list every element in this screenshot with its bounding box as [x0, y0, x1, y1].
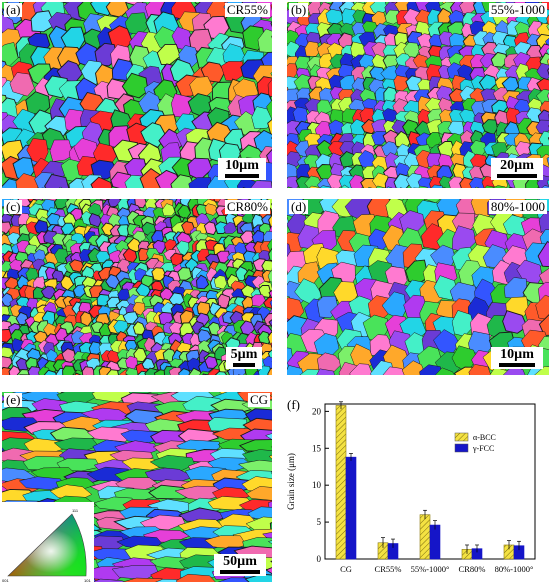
panel-title-a: CR55% — [224, 2, 270, 17]
ipf-label-101: 101 — [84, 578, 91, 582]
ipf-triangle-icon: 001 101 111 — [2, 508, 91, 582]
panel-label-a: (a) — [4, 2, 23, 17]
panel-title-d: 80%-1000 — [488, 199, 547, 214]
bar-fcc-2 — [429, 524, 441, 560]
scale-label-e: 50µm — [223, 554, 257, 569]
ipf-label-111: 111 — [72, 508, 79, 513]
scale-label-b: 20µm — [500, 158, 534, 173]
legend-swatch-1 — [454, 443, 469, 453]
scale-line-c — [233, 363, 255, 367]
panel-label-c: (c) — [4, 199, 23, 214]
x-tick-label-2: 55%-1000° — [411, 564, 450, 574]
y-tick-label-20: 20 — [312, 406, 322, 416]
panel-title-b: 55%-1000 — [488, 2, 547, 17]
panel-label-f: (f) — [287, 397, 300, 412]
x-tick-label-4: 80%-1000° — [495, 564, 534, 574]
y-axis-label: Grain size (μm) — [286, 453, 296, 510]
scale-line-a — [225, 174, 259, 178]
y-tick-label-10: 10 — [312, 480, 322, 490]
panel-title-e: CG — [247, 392, 270, 407]
scale-label-c: 5µm — [230, 347, 258, 362]
scale-line-d — [499, 363, 535, 367]
bar-fcc-0 — [345, 456, 357, 560]
legend-swatch-0 — [454, 432, 469, 442]
y-tick-label-0: 0 — [317, 554, 322, 564]
scale-label-d: 10µm — [500, 347, 534, 362]
ipf-color-key: 001 101 111 — [2, 502, 94, 582]
scale-bar-b: 20µm — [491, 158, 543, 180]
scale-label-a: 10µm — [225, 158, 259, 173]
ebsd-map-cr55: (a) CR55% 10µm — [2, 2, 272, 188]
scale-line-e — [220, 570, 260, 574]
x-tick-label-3: CR80% — [459, 564, 486, 574]
scale-bar-a: 10µm — [218, 158, 266, 180]
scale-bar-d: 10µm — [491, 347, 543, 369]
legend-label-1: γ-FCC — [472, 444, 494, 453]
bar-bcc-0 — [335, 405, 347, 560]
x-tick-label-1: CR55% — [375, 564, 402, 574]
ebsd-map-80-1000: (d) 80%-1000 10µm — [287, 199, 549, 375]
panel-label-d: (d) — [289, 199, 309, 214]
ebsd-grain-map-d — [287, 199, 549, 375]
ebsd-map-cr80: (c) CR80% 5µm — [2, 199, 272, 375]
x-tick-label-0: CG — [340, 564, 352, 574]
legend-label-0: α-BCC — [473, 433, 496, 442]
panel-label-e: (e) — [4, 392, 23, 407]
ebsd-grain-map-a — [2, 2, 272, 188]
panel-label-b: (b) — [289, 2, 309, 17]
scale-line-b — [497, 174, 537, 178]
scale-bar-e: 50µm — [214, 554, 266, 576]
y-tick-label-5: 5 — [317, 517, 322, 527]
ipf-label-001: 001 — [2, 578, 9, 582]
y-tick-label-15: 15 — [312, 443, 322, 453]
grain-size-bar-chart: 0 5 10 15 20 Grain size (μm) CG CR55% 55%-1000° C… — [286, 401, 536, 574]
scale-bar-c: 5µm — [226, 347, 262, 369]
ebsd-grain-map-c — [2, 199, 272, 375]
bar-bcc-2 — [419, 514, 431, 560]
ebsd-map-55-1000: (b) 55%-1000 20µm — [287, 2, 549, 188]
ebsd-grain-map-b — [287, 2, 549, 188]
ebsd-map-cg: (e) CG 0 — [2, 392, 272, 582]
panel-title-c: CR80% — [224, 199, 270, 214]
